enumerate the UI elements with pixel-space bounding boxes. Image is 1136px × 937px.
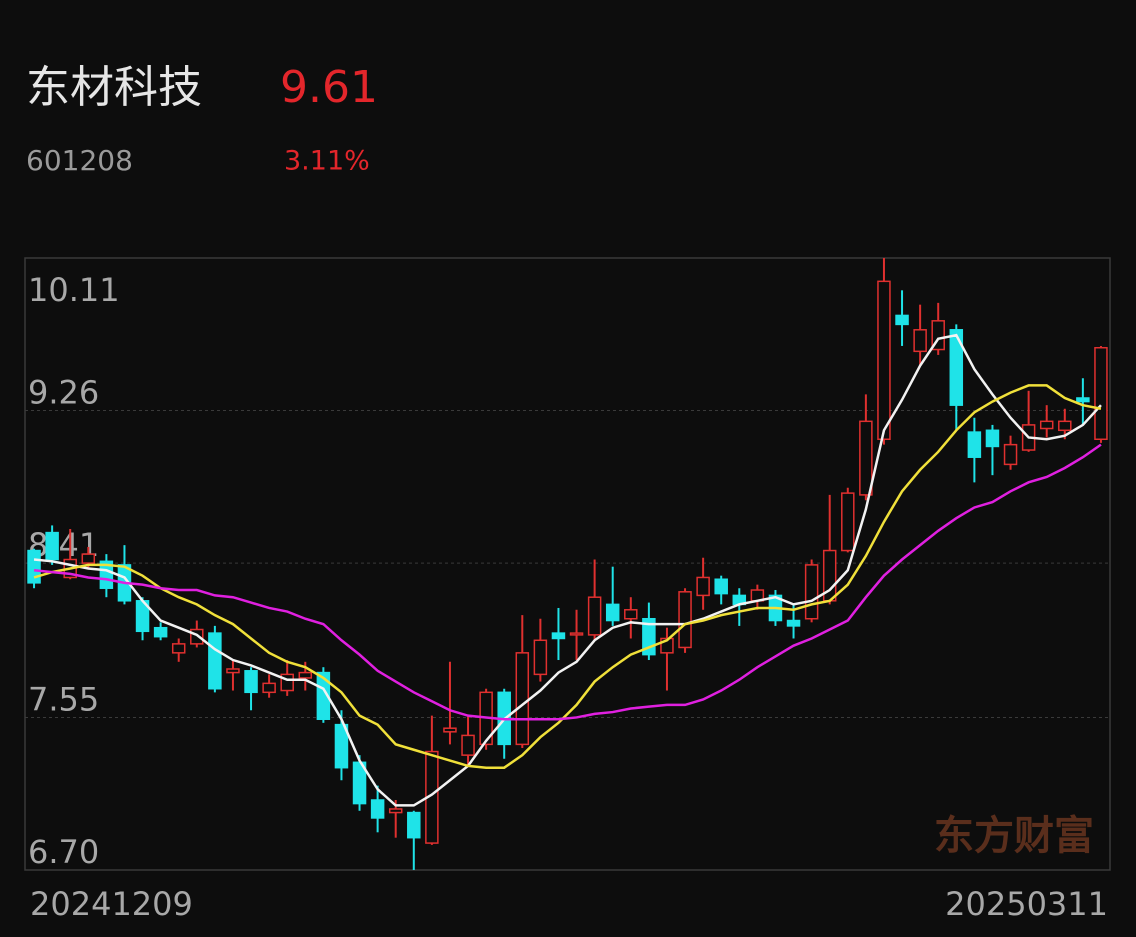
candle-body [244, 670, 258, 694]
candle-body [388, 808, 403, 814]
candle-body [27, 549, 41, 584]
stock-code: 601208 [26, 144, 133, 177]
candle-body [804, 564, 819, 620]
candle-body [99, 560, 114, 589]
candle-body [551, 632, 566, 640]
candle-body [1094, 346, 1108, 441]
y-tick-label: 7.55 [28, 680, 99, 718]
candle-body [515, 652, 530, 746]
watermark: 东方财富 [934, 813, 1094, 859]
candle-body [45, 531, 59, 561]
candle-body [533, 639, 548, 676]
stock-name: 东材科技 [26, 62, 202, 113]
candle-body [298, 671, 313, 679]
candle-body [316, 671, 331, 720]
candle-body [153, 626, 168, 638]
y-tick-label: 9.26 [28, 374, 99, 412]
candle-body [605, 603, 620, 622]
y-tick-label: 10.11 [28, 271, 120, 309]
moving-average-line [33, 333, 1102, 807]
candle-body [587, 596, 602, 636]
candle-body [1039, 420, 1054, 430]
moving-average-line [33, 443, 1102, 721]
candle-body [334, 723, 349, 769]
candle-body [262, 682, 276, 694]
candle-body [786, 619, 801, 627]
candle-body [443, 727, 457, 733]
candle-body [407, 811, 421, 839]
x-tick-label: 20241209 [30, 885, 193, 923]
candle-body [1058, 420, 1072, 432]
candle-body [949, 329, 964, 406]
candle-body [678, 591, 692, 649]
candle-body [208, 632, 222, 690]
candle-body [81, 553, 96, 564]
candle-body [841, 492, 855, 552]
candle-body [370, 799, 385, 819]
candle-body [461, 734, 475, 756]
candle-body [1076, 397, 1090, 403]
candle-body [624, 609, 638, 620]
candle-body [226, 668, 240, 674]
candle-body [714, 578, 728, 595]
stock-change: 3.11% [284, 146, 370, 177]
candle-body [859, 420, 873, 496]
candle-body [696, 576, 710, 597]
candle-body [569, 632, 584, 636]
candle-body [1003, 443, 1018, 466]
moving-average-line [33, 384, 1102, 769]
candle-body [877, 280, 891, 441]
candle-body [171, 643, 186, 654]
candle-body [895, 314, 909, 326]
candle-body [913, 329, 927, 353]
x-tick-label: 20250311 [945, 885, 1108, 923]
stock-price: 9.61 [280, 62, 378, 113]
y-tick-label: 6.70 [28, 833, 99, 871]
candle-body [985, 429, 1000, 448]
candle-body [967, 431, 982, 458]
